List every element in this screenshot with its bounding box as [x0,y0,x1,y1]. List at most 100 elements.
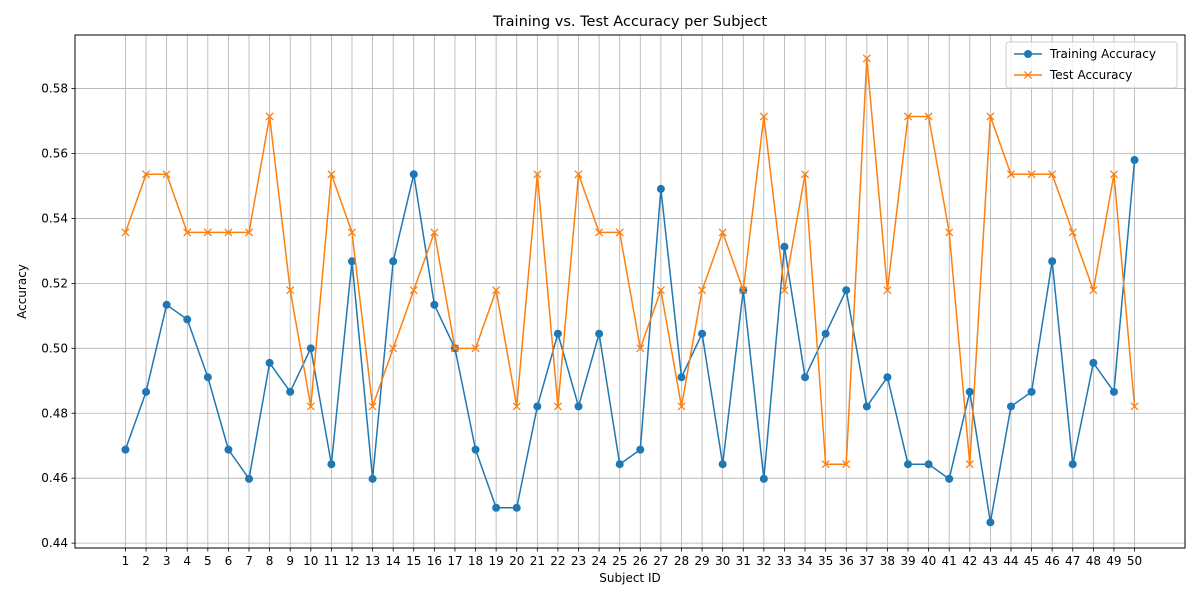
training-accuracy-point [862,402,871,411]
training-accuracy-point [1130,156,1139,165]
x-tick-label: 2 [142,554,150,568]
legend-label-training-accuracy: Training Accuracy [1049,47,1156,61]
test-accuracy-point [1006,170,1016,179]
x-tick-label: 29 [694,554,709,568]
y-tick-label: 0.58 [41,82,68,96]
x-tick-label: 39 [900,554,915,568]
test-accuracy-point [409,286,418,295]
test-accuracy-point [203,228,212,237]
test-accuracy-point [574,170,583,179]
test-accuracy-point [739,286,748,295]
training-accuracy-point [677,373,686,382]
x-tick-label: 4 [183,554,191,568]
x-tick-label: 14 [386,554,401,568]
y-axis-label: Accuracy [15,264,29,319]
x-tick-label: 38 [880,554,895,568]
x-tick-label: 49 [1106,554,1121,568]
x-tick-label: 37 [859,554,874,568]
x-tick-label: 28 [674,554,689,568]
x-tick-label: 13 [365,554,380,568]
test-accuracy-point [306,402,315,411]
test-accuracy-point [883,286,892,295]
x-tick-label: 20 [509,554,524,568]
training-accuracy-point [1109,387,1118,396]
test-accuracy-point [780,286,789,295]
training-accuracy-point [286,387,295,396]
x-tick-label: 17 [447,554,462,568]
test-accuracy-point [656,286,665,295]
y-axis: 0.44 0.46 0.48 0.50 0.52 0.54 0.56 0.58 [41,82,75,550]
x-tick-label: 15 [406,554,421,568]
x-tick-label: 34 [797,554,812,568]
x-tick-label: 43 [983,554,998,568]
training-accuracy-point [389,257,398,266]
plot-frame [74,34,1186,549]
y-tick-label: 0.48 [41,406,68,420]
test-accuracy-point [965,460,974,469]
training-accuracy-point [512,503,521,512]
training-accuracy-point [265,358,274,367]
test-accuracy-point [821,460,830,469]
training-accuracy-point [801,373,810,382]
test-accuracy-point [450,344,460,353]
training-accuracy-point [327,460,336,469]
training-accuracy-point [698,329,707,338]
test-accuracy-point [471,344,480,353]
x-tick-label: 18 [468,554,483,568]
x-tick-label: 23 [571,554,586,568]
training-accuracy-point [821,329,830,338]
legend-label-test-accuracy: Test Accuracy [1049,68,1132,82]
training-accuracy-point [1006,402,1015,411]
test-accuracy-point [533,170,542,179]
x-tick-label: 40 [921,554,936,568]
training-accuracy-point [1068,460,1077,469]
training-accuracy-point [306,344,315,353]
test-accuracy-point [121,228,130,237]
test-accuracy-point [224,228,233,237]
x-tick-label: 19 [489,554,504,568]
x-tick-label: 22 [550,554,565,568]
test-accuracy-point [636,344,645,353]
test-accuracy-point [1048,170,1057,179]
test-accuracy-point [1027,170,1036,179]
x-tick-label: 32 [756,554,771,568]
x-tick-label: 27 [653,554,668,568]
training-accuracy-point [904,460,913,469]
test-accuracy-point [389,344,398,353]
test-accuracy-point [759,112,768,121]
test-accuracy-point [265,112,274,121]
training-accuracy-point [471,445,480,454]
training-accuracy-point [986,518,995,527]
test-accuracy-point [595,228,604,237]
test-accuracy-point [430,228,439,237]
x-tick-label: 31 [736,554,751,568]
x-tick-label: 33 [777,554,792,568]
training-accuracy-point [409,170,418,179]
series-layer [121,54,1139,527]
x-tick-label: 46 [1045,554,1060,568]
test-accuracy-point [1089,286,1098,295]
test-accuracy-point [244,228,254,237]
test-accuracy-point [842,460,851,469]
x-tick-label: 41 [942,554,957,568]
test-accuracy-point [903,112,913,121]
x-tick-label: 6 [225,554,233,568]
y-tick-label: 0.52 [41,276,68,290]
test-accuracy-point [718,228,727,237]
x-tick-label: 30 [715,554,730,568]
training-accuracy-point [183,315,192,324]
training-accuracy-point [368,474,377,483]
training-accuracy-series [121,156,1139,527]
x-tick-label: 9 [286,554,294,568]
test-accuracy-point [698,286,707,295]
test-accuracy-point [183,228,192,237]
training-accuracy-point [553,329,562,338]
training-accuracy-point [492,503,501,512]
x-tick-label: 47 [1065,554,1080,568]
legend: Training Accuracy Test Accuracy [1005,41,1178,89]
test-accuracy-point [162,170,171,179]
training-accuracy-point [430,300,439,309]
test-accuracy-series [121,54,1139,469]
training-accuracy-point [595,329,604,338]
training-accuracy-point [965,387,974,396]
